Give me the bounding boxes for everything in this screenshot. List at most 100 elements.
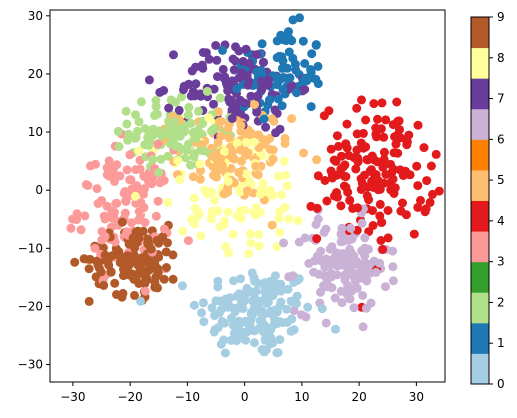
scatter-point (254, 230, 264, 239)
scatter-point (136, 97, 146, 107)
y-tick-label: −10 (18, 241, 43, 255)
scatter-points (66, 13, 444, 358)
scatter-point (144, 75, 154, 85)
scatter-point (194, 106, 203, 116)
y-tick-label: −30 (18, 358, 43, 372)
scatter-point (289, 306, 299, 316)
scatter-point (300, 59, 310, 68)
scatter-point (189, 149, 199, 159)
scatter-point (153, 264, 163, 273)
scatter-point (141, 270, 151, 280)
scatter-point (372, 132, 381, 142)
scatter-point (381, 282, 390, 292)
scatter-point (210, 311, 220, 321)
scatter-point (239, 98, 249, 108)
scatter-point (197, 308, 206, 318)
x-tick-label: 10 (294, 390, 309, 404)
scatter-point (361, 115, 371, 125)
scatter-point (104, 260, 114, 270)
scatter-point (291, 65, 301, 75)
scatter-point (389, 148, 399, 158)
scatter-point (209, 99, 218, 109)
scatter-point (213, 276, 223, 286)
scatter-point (134, 146, 144, 156)
scatter-point (229, 276, 238, 286)
scatter-point (272, 36, 282, 46)
scatter-point (346, 223, 356, 233)
scatter-point (195, 159, 205, 169)
scatter-point (375, 258, 385, 268)
scatter-point (275, 301, 285, 311)
scatter-point (225, 293, 235, 303)
scatter-point (341, 139, 351, 149)
scatter-point (265, 185, 275, 195)
scatter-point (337, 298, 347, 308)
colorbar-segment (471, 200, 489, 232)
scatter-point (84, 296, 94, 306)
scatter-point (282, 317, 292, 327)
scatter-point (216, 131, 226, 141)
scatter-point (312, 234, 322, 244)
scatter-point (234, 46, 244, 56)
scatter-point (198, 63, 208, 73)
scatter-point (341, 182, 351, 192)
scatter-point (195, 174, 205, 184)
scatter-point (326, 144, 336, 154)
scatter-point (132, 181, 142, 191)
scatter-point (143, 132, 153, 142)
scatter-point (223, 176, 233, 186)
scatter-point (268, 145, 278, 155)
scatter-point (422, 176, 432, 186)
scatter-point (186, 91, 196, 101)
x-tick-label: −30 (60, 390, 85, 404)
scatter-point (265, 95, 275, 105)
scatter-point (151, 96, 161, 105)
scatter-point (283, 284, 293, 294)
scatter-point (221, 242, 231, 251)
scatter-point (80, 211, 90, 221)
scatter-point (196, 231, 206, 241)
scatter-point (361, 142, 371, 152)
scatter-point (140, 286, 150, 296)
scatter-point (283, 34, 293, 44)
scatter-point (390, 132, 400, 142)
scatter-point (210, 123, 220, 133)
scatter-point (395, 165, 405, 175)
scatter-point (84, 264, 94, 274)
scatter-point (364, 195, 374, 205)
scatter-point (352, 145, 362, 155)
colorbar-tick-label: 1 (497, 336, 505, 350)
scatter-point (232, 336, 242, 346)
scatter-point (66, 223, 76, 233)
scatter-point (232, 107, 242, 117)
scatter-point (379, 147, 389, 157)
scatter-point (369, 182, 378, 192)
scatter-point (245, 286, 255, 296)
scatter-point (257, 39, 267, 49)
scatter-point (166, 95, 176, 105)
scatter-point (202, 86, 212, 96)
scatter-point (155, 87, 165, 97)
scatter-point (117, 217, 127, 227)
scatter-point (90, 243, 100, 253)
colorbar-segment (471, 231, 489, 263)
scatter-point (300, 85, 310, 94)
scatter-point (207, 303, 217, 313)
scatter-point (85, 161, 95, 171)
scatter-point (120, 208, 130, 218)
scatter-point (259, 296, 269, 306)
scatter-point (392, 97, 402, 107)
scatter-point (234, 167, 244, 177)
scatter-point (168, 274, 178, 284)
scatter-point (209, 195, 219, 205)
scatter-point (276, 279, 286, 289)
scatter-point (100, 250, 110, 260)
scatter-point (138, 226, 148, 236)
scatter-point (236, 145, 246, 155)
scatter-point (362, 276, 372, 286)
scatter-point (99, 280, 109, 290)
scatter-point (224, 133, 234, 143)
x-tick-label: 0 (241, 390, 249, 404)
scatter-point (312, 155, 322, 165)
scatter-point (259, 57, 268, 67)
